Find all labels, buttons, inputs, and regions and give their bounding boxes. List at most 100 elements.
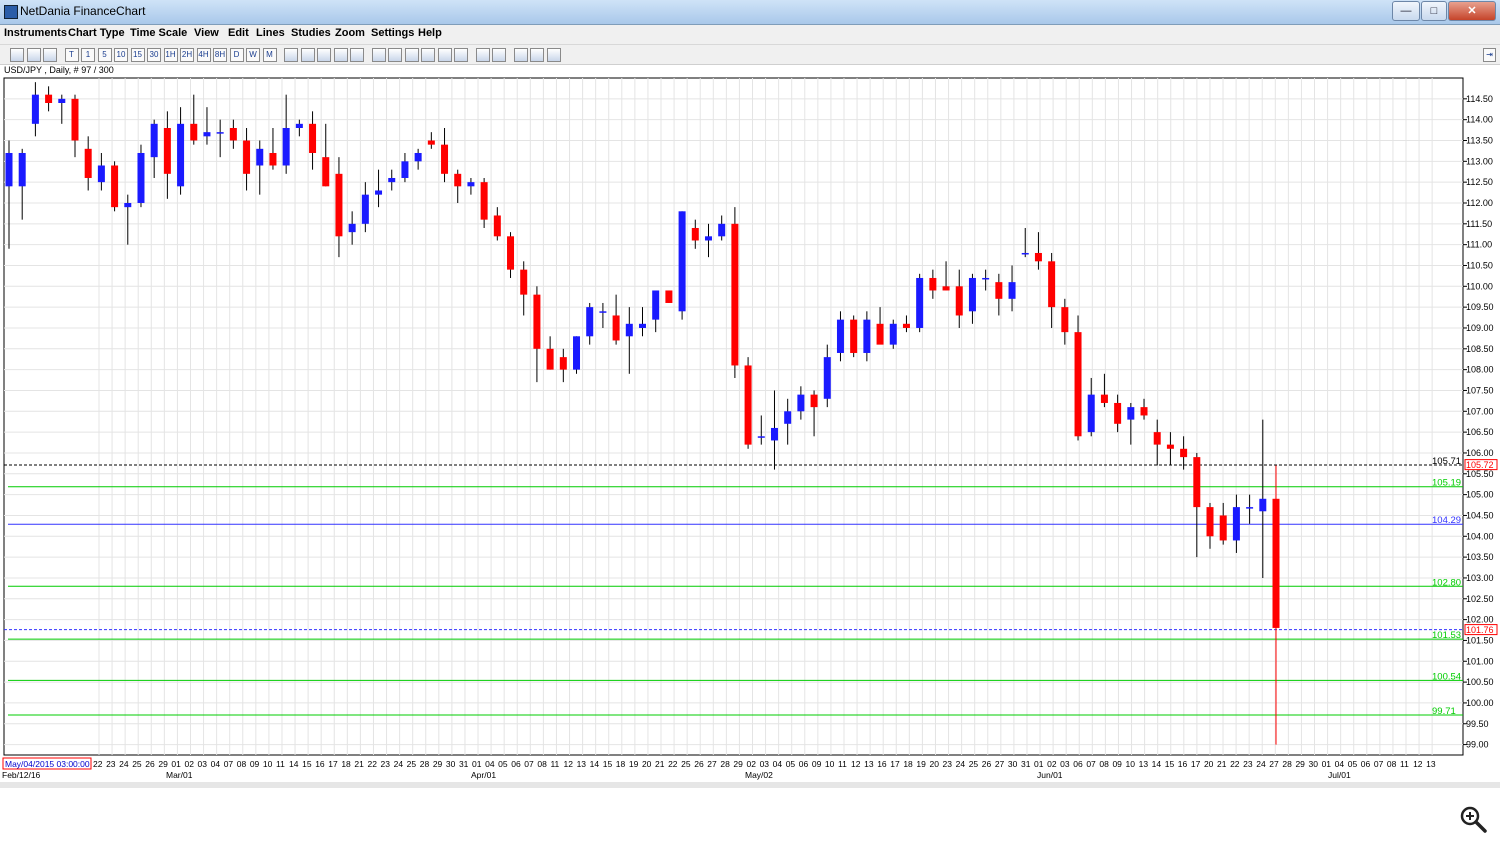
fib-icon[interactable] [404,48,419,62]
x-tick-label: 16 [877,759,887,769]
x-tick-label: 30 [1008,759,1018,769]
x-tick-label: 07 [1374,759,1384,769]
x-tick-label: 16 [315,759,325,769]
menu-studies[interactable]: Studies [291,27,331,39]
candle-body [1127,407,1135,420]
crosshair-icon[interactable] [284,48,298,62]
channel-icon[interactable] [388,48,402,62]
cursor-icon[interactable] [317,48,331,62]
indicator-icon[interactable] [333,48,348,62]
x-tick-label: 04 [485,759,495,769]
candle-body [441,144,449,174]
x-tick-label: 03 [1060,759,1070,769]
x-tick-label: 14 [590,759,600,769]
candle-body [361,194,369,224]
month-label: Jul/01 [1328,770,1351,780]
x-tick-label: 04 [211,759,221,769]
candle-icon[interactable] [26,48,41,62]
menu-edit[interactable]: Edit [228,27,249,39]
y-tick-label: 113.00 [1466,156,1493,166]
menu-zoom[interactable]: Zoom [335,27,365,39]
candle-body [704,236,712,241]
candle-body [678,211,686,312]
timescale-1h-button[interactable]: 1H [163,48,178,62]
candle-body [1180,448,1188,458]
arrow-icon[interactable] [421,48,435,62]
x-tick-label: 17 [1191,759,1201,769]
timescale-15-button[interactable]: 15 [130,48,145,62]
x-tick-label: 28 [420,759,430,769]
candle-body [150,123,158,158]
x-tick-label: 11 [1400,759,1409,769]
x-tick-label: 28 [1282,759,1292,769]
delete-all-icon[interactable] [454,48,468,62]
timescale-t-button[interactable]: T [64,48,79,62]
x-tick-label: 19 [629,759,639,769]
candle-body [388,177,396,183]
candle-body [586,307,594,337]
y-tick-label: 109.50 [1466,302,1494,312]
timescale-d-button[interactable]: D [229,48,244,62]
app-icon [4,5,18,19]
menu-settings[interactable]: Settings [371,27,415,39]
candle-body [612,315,620,341]
line-icon[interactable] [43,48,57,62]
candle-body [282,127,290,166]
menu-help[interactable]: Help [418,27,442,39]
candle-body [639,323,646,328]
print-preview-icon[interactable] [492,48,506,62]
toolbar-right-button[interactable]: ⇥ [1483,48,1496,62]
timescale-4h-button[interactable]: 4H [196,48,211,62]
timescale-30-button[interactable]: 30 [147,48,161,62]
timescale-w-button[interactable]: W [246,48,260,62]
candle-body [876,323,884,345]
print-icon[interactable] [475,48,490,62]
menu-instruments[interactable]: Instruments [4,27,67,39]
minimize-button[interactable]: — [1392,1,1420,21]
timescale-m-button[interactable]: M [262,48,277,62]
x-tick-label: 07 [524,759,534,769]
title-bar: NetDania FinanceChart — □ ✕ [0,0,1500,25]
x-tick-label: 01 [1034,759,1044,769]
menu-lines[interactable]: Lines [256,27,285,39]
grid-icon[interactable] [300,48,315,62]
x-tick-label: 12 [851,759,861,769]
timescale-1-button[interactable]: 1 [81,48,95,62]
x-tick-label: 22 [1230,759,1240,769]
close-button[interactable]: ✕ [1448,1,1496,21]
zoom-magnifier-icon[interactable] [1458,804,1488,834]
candle-body [599,311,607,313]
timescale-10-button[interactable]: 10 [114,48,128,62]
menu-chart-type[interactable]: Chart Type [68,27,125,39]
zoom-out-icon[interactable] [530,48,544,62]
menu-time-scale[interactable]: Time Scale [130,27,188,39]
timescale-8h-button[interactable]: 8H [213,48,227,62]
zoom-reset-icon[interactable] [546,48,561,62]
timescale-5-button[interactable]: 5 [97,48,112,62]
trend-line-icon[interactable] [371,48,386,62]
candle-body [31,94,39,124]
zoom-in-icon[interactable] [513,48,528,62]
candle-body [58,98,66,103]
x-tick-label: 26 [145,759,155,769]
x-tick-label: 24 [119,759,129,769]
timescale-2h-button[interactable]: 2H [180,48,194,62]
x-tick-label: 13 [1426,759,1436,769]
delete-icon[interactable] [437,48,452,62]
candle-body [1021,252,1029,255]
candle-body [507,236,515,270]
y-tick-label: 101.50 [1466,635,1494,645]
candle-body [836,319,844,353]
x-tick-label: 03 [198,759,208,769]
y-tick-label: 107.00 [1466,406,1494,416]
bar-chart-icon[interactable] [10,48,24,62]
y-tick-label: 108.50 [1466,344,1494,354]
toolbar: T 1 5 10 15 30 1H 2H 4H 8H D W M ⇥ [0,45,1500,65]
volume-icon[interactable] [350,48,364,62]
maximize-button[interactable]: □ [1421,1,1447,21]
x-tick-label: 22 [367,759,377,769]
menu-view[interactable]: View [194,27,219,39]
x-tick-label: 08 [1099,759,1109,769]
candle-body [190,123,198,141]
candle-body [348,223,356,233]
